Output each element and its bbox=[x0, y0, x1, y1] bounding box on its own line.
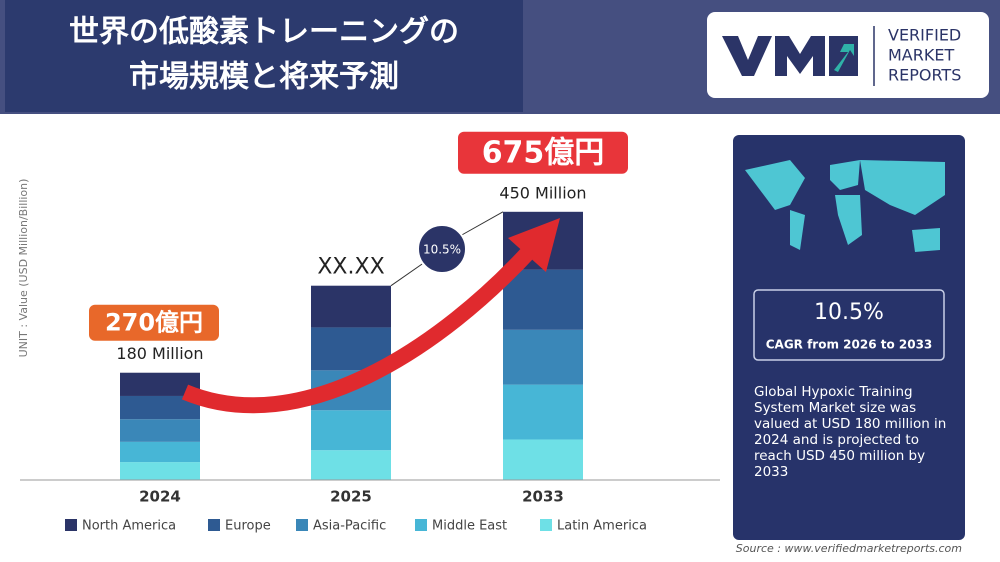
legend-label: Latin America bbox=[557, 519, 647, 534]
callout: 270億円 bbox=[105, 309, 203, 337]
world-map bbox=[745, 160, 945, 252]
total-label: 450 Million bbox=[499, 183, 586, 202]
legend-label: Europe bbox=[225, 519, 271, 534]
cagr-box bbox=[753, 289, 945, 361]
bar-segment bbox=[503, 329, 583, 385]
x-tick-label: 2025 bbox=[330, 488, 372, 506]
cagr-circle bbox=[417, 224, 467, 274]
logo-text: REPORTS bbox=[888, 66, 961, 85]
title-box bbox=[5, 0, 523, 112]
logo-text: MARKET bbox=[888, 46, 954, 65]
callout-box bbox=[458, 131, 628, 174]
bar-segment bbox=[503, 439, 583, 480]
total-label: 180 Million bbox=[116, 344, 203, 363]
legend-swatch bbox=[208, 519, 220, 531]
cagr-caption: CAGR from 2026 to 2033 bbox=[766, 338, 933, 352]
legend-swatch bbox=[540, 519, 552, 531]
logo-text: VERIFIED bbox=[888, 26, 961, 45]
bar-segment bbox=[120, 462, 200, 480]
bar-segment bbox=[120, 441, 200, 463]
legend-label: North America bbox=[82, 519, 176, 534]
growth-arrowhead bbox=[508, 218, 560, 272]
logo-mark bbox=[722, 36, 858, 76]
title: 世界の低酸素トレーニングの bbox=[69, 15, 459, 50]
legend-label: Middle East bbox=[432, 519, 507, 534]
description: Global Hypoxic Training System Market si… bbox=[754, 384, 947, 480]
x-tick-label: 2033 bbox=[522, 488, 564, 506]
callout-box bbox=[89, 304, 219, 341]
title: 市場規模と将来予測 bbox=[129, 60, 399, 95]
cagr-connector bbox=[459, 211, 504, 237]
cagr-connector bbox=[390, 261, 426, 287]
x-tick-label: 2024 bbox=[139, 488, 181, 506]
callout: 675億円 bbox=[482, 135, 605, 170]
source: Source : www.verifiedmarketreports.com bbox=[736, 542, 962, 555]
bar-segment bbox=[503, 384, 583, 440]
bar-segment bbox=[120, 395, 200, 420]
cagr-label: 10.5% bbox=[423, 243, 461, 257]
legend-swatch bbox=[65, 519, 77, 531]
y-axis-label: UNIT : Value (USD Million/Billion) bbox=[17, 179, 30, 358]
bars bbox=[20, 211, 720, 481]
bar-segment bbox=[120, 372, 200, 396]
total-label: XX.XX bbox=[317, 255, 384, 280]
bar-segment bbox=[311, 410, 391, 451]
cagr-value: 10.5% bbox=[814, 300, 884, 325]
legend-swatch bbox=[415, 519, 427, 531]
annotations: 2024 2025 2033 180 Million 270億円 XX.XX 450 Mil… bbox=[65, 131, 647, 534]
legend-swatch bbox=[296, 519, 308, 531]
bar-segment bbox=[503, 269, 583, 330]
bar-segment bbox=[311, 285, 391, 328]
growth-arrow bbox=[181, 239, 541, 414]
bar-segment bbox=[311, 450, 391, 480]
legend-label: Asia-Pacific bbox=[313, 519, 386, 534]
bar-segment bbox=[120, 419, 200, 442]
